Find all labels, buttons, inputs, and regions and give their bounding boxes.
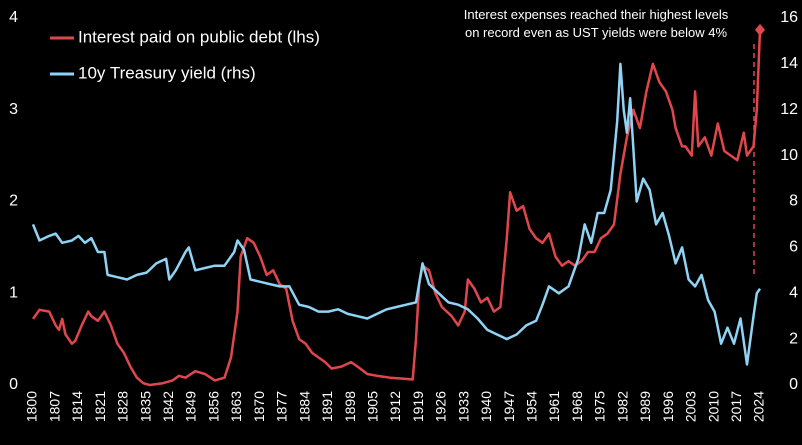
x-tick-label: 1919 <box>410 391 426 422</box>
x-tick-label: 1863 <box>228 391 244 422</box>
y-tick-label: 4 <box>9 9 18 26</box>
x-tick-label: 1968 <box>569 391 585 422</box>
y2-tick-label: 0 <box>789 376 798 393</box>
x-tick-label: 1947 <box>501 391 517 422</box>
annotation: Interest expenses reached their highest … <box>464 7 729 40</box>
x-tick-label: 1996 <box>660 391 676 422</box>
x-tick-label: 1828 <box>115 391 131 422</box>
series-line <box>31 62 762 366</box>
x-tick-label: 1954 <box>524 391 540 422</box>
x-tick-label: 1905 <box>364 391 380 422</box>
x-tick-label: 1877 <box>274 391 290 422</box>
x-tick-label: 1961 <box>546 391 562 422</box>
x-tick-label: 1842 <box>160 391 176 422</box>
x-tick-label: 1849 <box>183 391 199 422</box>
x-tick-label: 1933 <box>455 391 471 422</box>
x-tick-label: 1856 <box>205 391 221 422</box>
y2-tick-label: 14 <box>780 55 798 72</box>
x-tick-label: 1870 <box>251 391 267 422</box>
y2-tick-label: 8 <box>789 193 798 210</box>
y2-tick-label: 10 <box>780 147 798 164</box>
y2-tick-label: 12 <box>780 101 798 118</box>
x-tick-label: 1982 <box>614 391 630 422</box>
x-tick-label: 1891 <box>319 391 335 422</box>
x-tick-label: 1975 <box>592 391 608 422</box>
x-tick-label: 1912 <box>387 391 403 422</box>
x-tick-label: 1989 <box>637 391 653 422</box>
x-tick-label: 1940 <box>478 391 494 422</box>
x-tick-label: 2017 <box>728 391 744 422</box>
x-tick-label: 1821 <box>92 391 108 422</box>
x-tick-label: 1807 <box>46 391 62 422</box>
end-marker <box>755 23 765 36</box>
x-tick-label: 2010 <box>705 391 721 422</box>
x-tick-label: 2024 <box>751 391 767 422</box>
y2-tick-label: 16 <box>780 9 798 26</box>
x-tick-label: 1898 <box>342 391 358 422</box>
legend-label: Interest paid on public debt (lhs) <box>78 27 320 46</box>
x-tick-label: 2003 <box>683 391 699 422</box>
y-tick-label: 3 <box>9 101 18 118</box>
y-tick-label: 1 <box>9 284 18 301</box>
y-tick-label: 2 <box>9 193 18 210</box>
x-tick-label: 1800 <box>24 391 40 422</box>
y2-tick-label: 2 <box>789 330 798 347</box>
x-tick-label: 1835 <box>137 391 153 422</box>
x-tick-label: 1884 <box>296 391 312 422</box>
y2-tick-label: 4 <box>789 284 798 301</box>
legend-label: 10y Treasury yield (rhs) <box>78 63 256 82</box>
x-tick-label: 1814 <box>69 391 85 422</box>
y-tick-label: 0 <box>9 376 18 393</box>
x-tick-label: 1926 <box>433 391 449 422</box>
y2-tick-label: 6 <box>789 239 798 256</box>
